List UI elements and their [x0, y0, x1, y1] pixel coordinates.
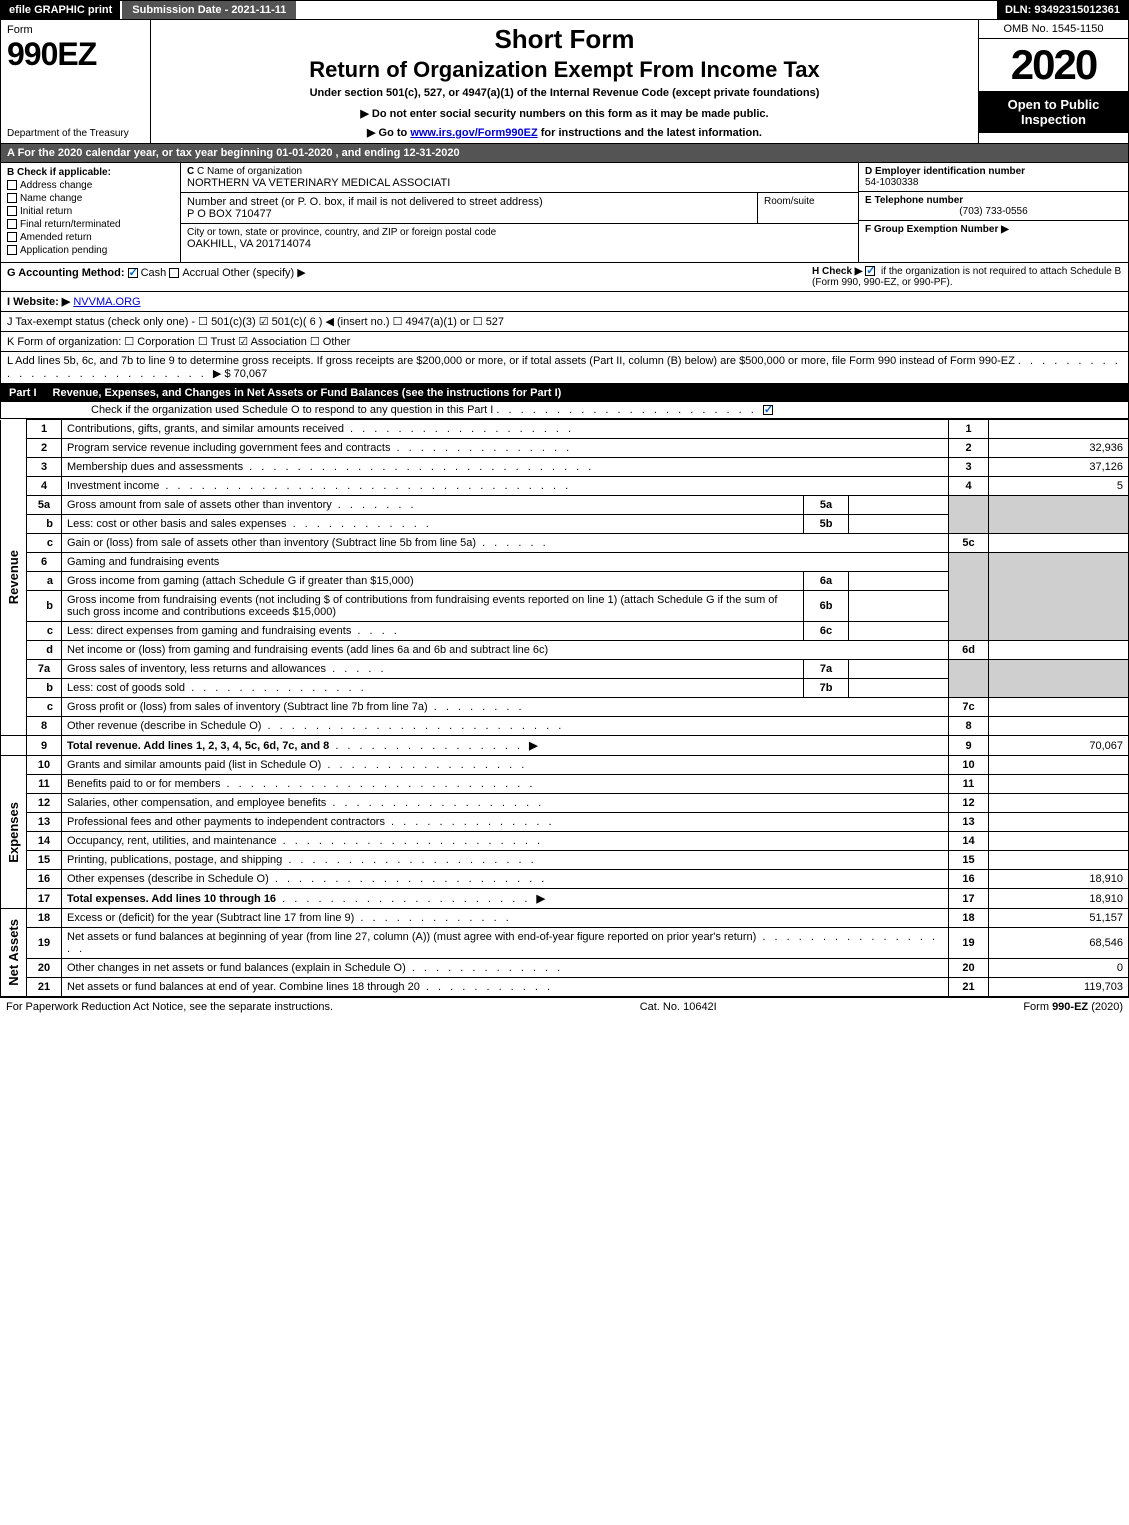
chk-schedule-o[interactable] — [763, 405, 773, 415]
org-name: NORTHERN VA VETERINARY MEDICAL ASSOCIATI — [187, 177, 852, 189]
section-i-website: I Website: ▶ NVVMA.ORG — [0, 292, 1129, 312]
table-row: 17 Total expenses. Add lines 10 through … — [1, 889, 1129, 909]
section-c: C C Name of organization NORTHERN VA VET… — [181, 163, 858, 262]
city-label: City or town, state or province, country… — [187, 227, 852, 238]
irs-link[interactable]: www.irs.gov/Form990EZ — [410, 127, 537, 139]
b-label: B Check if applicable: — [7, 167, 174, 178]
website-link[interactable]: NVVMA.ORG — [73, 296, 140, 308]
footer-left: For Paperwork Reduction Act Notice, see … — [6, 1001, 333, 1013]
ein-label: D Employer identification number — [865, 166, 1122, 177]
chk-application-pending[interactable] — [7, 245, 17, 255]
public-inspection-badge: Open to Public Inspection — [979, 91, 1128, 133]
table-row: 5a Gross amount from sale of assets othe… — [1, 496, 1129, 515]
title-return: Return of Organization Exempt From Incom… — [161, 57, 968, 83]
part-i-title: Revenue, Expenses, and Changes in Net As… — [53, 387, 562, 399]
spacer — [296, 1, 997, 19]
chk-address-change[interactable] — [7, 180, 17, 190]
table-row: 16 Other expenses (describe in Schedule … — [1, 870, 1129, 889]
dln-label: DLN: 93492315012361 — [997, 1, 1128, 19]
section-g-h: G Accounting Method: Cash Accrual Other … — [0, 263, 1129, 292]
chk-cash[interactable] — [128, 268, 138, 278]
table-row: 6 Gaming and fundraising events — [1, 553, 1129, 572]
table-row: 21 Net assets or fund balances at end of… — [1, 978, 1129, 997]
room-suite-label: Room/suite — [758, 193, 858, 223]
chk-schedule-b[interactable] — [865, 266, 875, 276]
header-right: OMB No. 1545-1150 2020 Open to Public In… — [978, 20, 1128, 143]
header-center: Short Form Return of Organization Exempt… — [151, 20, 978, 143]
table-row: Net Assets 18 Excess or (deficit) for th… — [1, 909, 1129, 928]
table-row: c Gain or (loss) from sale of assets oth… — [1, 534, 1129, 553]
part-i-header: Part I Revenue, Expenses, and Changes in… — [0, 384, 1129, 419]
section-b-c-d: B Check if applicable: Address change Na… — [0, 163, 1129, 263]
street-value: P O BOX 710477 — [187, 208, 751, 220]
section-h: H Check ▶ if the organization is not req… — [812, 266, 1122, 288]
form-label: Form — [7, 24, 144, 36]
section-l-gross-receipts: L Add lines 5b, 6c, and 7b to line 9 to … — [0, 352, 1129, 384]
section-b-checkboxes: B Check if applicable: Address change Na… — [1, 163, 181, 262]
section-d-e-f: D Employer identification number 54-1030… — [858, 163, 1128, 262]
part-i-table: Revenue 1 Contributions, gifts, grants, … — [0, 419, 1129, 997]
netassets-label: Net Assets — [6, 919, 21, 986]
table-row: 4 Investment income . . . . . . . . . . … — [1, 477, 1129, 496]
part-i-label: Part I — [9, 387, 53, 399]
submission-date: Submission Date - 2021-11-11 — [120, 1, 296, 19]
tax-year: 2020 — [979, 39, 1128, 91]
table-row: 2 Program service revenue including gove… — [1, 439, 1129, 458]
table-row: 14 Occupancy, rent, utilities, and maint… — [1, 832, 1129, 851]
form-number: 990EZ — [7, 36, 144, 73]
revenue-label: Revenue — [6, 550, 21, 604]
topbar: efile GRAPHIC print Submission Date - 20… — [0, 0, 1129, 20]
table-row: 15 Printing, publications, postage, and … — [1, 851, 1129, 870]
chk-initial-return[interactable] — [7, 206, 17, 216]
ssn-warning: ▶ Do not enter social security numbers o… — [161, 107, 968, 120]
instructions-link-line: ▶ Go to www.irs.gov/Form990EZ for instru… — [161, 126, 968, 139]
table-row: 7a Gross sales of inventory, less return… — [1, 660, 1129, 679]
section-a-tax-year: A For the 2020 calendar year, or tax yea… — [0, 144, 1129, 163]
table-row: 20 Other changes in net assets or fund b… — [1, 959, 1129, 978]
tel-value: (703) 733-0556 — [865, 206, 1122, 217]
section-k-org-form: K Form of organization: ☐ Corporation ☐ … — [0, 332, 1129, 352]
table-row: Expenses 10 Grants and similar amounts p… — [1, 756, 1129, 775]
table-row: 19 Net assets or fund balances at beginn… — [1, 928, 1129, 959]
table-row: 8 Other revenue (describe in Schedule O)… — [1, 717, 1129, 736]
chk-name-change[interactable] — [7, 193, 17, 203]
table-row: 9 Total revenue. Add lines 1, 2, 3, 4, 5… — [1, 736, 1129, 756]
department: Department of the Treasury — [7, 128, 144, 139]
table-row: c Gross profit or (loss) from sales of i… — [1, 698, 1129, 717]
footer-center: Cat. No. 10642I — [640, 1001, 717, 1013]
chk-final-return[interactable] — [7, 219, 17, 229]
subtitle: Under section 501(c), 527, or 4947(a)(1)… — [161, 87, 968, 99]
header-left: Form 990EZ Department of the Treasury — [1, 20, 151, 143]
note2-suffix: for instructions and the latest informat… — [538, 127, 762, 139]
section-j-tax-exempt: J Tax-exempt status (check only one) - ☐… — [0, 312, 1129, 332]
footer: For Paperwork Reduction Act Notice, see … — [0, 997, 1129, 1016]
ein-value: 54-1030338 — [865, 177, 1122, 188]
part-i-sub: Check if the organization used Schedule … — [1, 402, 1128, 418]
table-row: 12 Salaries, other compensation, and emp… — [1, 794, 1129, 813]
section-g: G Accounting Method: Cash Accrual Other … — [7, 266, 812, 288]
footer-right: Form 990-EZ (2020) — [1023, 1001, 1123, 1013]
chk-accrual[interactable] — [169, 268, 179, 278]
expenses-label: Expenses — [6, 802, 21, 863]
table-row: d Net income or (loss) from gaming and f… — [1, 641, 1129, 660]
omb-number: OMB No. 1545-1150 — [979, 20, 1128, 39]
note2-prefix: ▶ Go to — [367, 127, 410, 139]
table-row: Revenue 1 Contributions, gifts, grants, … — [1, 420, 1129, 439]
table-row: 13 Professional fees and other payments … — [1, 813, 1129, 832]
chk-amended-return[interactable] — [7, 232, 17, 242]
table-row: 11 Benefits paid to or for members . . .… — [1, 775, 1129, 794]
group-exemption-label: F Group Exemption Number ▶ — [865, 224, 1122, 235]
table-row: 3 Membership dues and assessments . . . … — [1, 458, 1129, 477]
city-value: OAKHILL, VA 201714074 — [187, 238, 852, 250]
form-header: Form 990EZ Department of the Treasury Sh… — [0, 20, 1129, 144]
street-label: Number and street (or P. O. box, if mail… — [187, 196, 751, 208]
org-name-label: C C Name of organization — [187, 166, 852, 177]
title-short-form: Short Form — [161, 24, 968, 55]
efile-label[interactable]: efile GRAPHIC print — [1, 1, 120, 19]
tel-label: E Telephone number — [865, 195, 1122, 206]
